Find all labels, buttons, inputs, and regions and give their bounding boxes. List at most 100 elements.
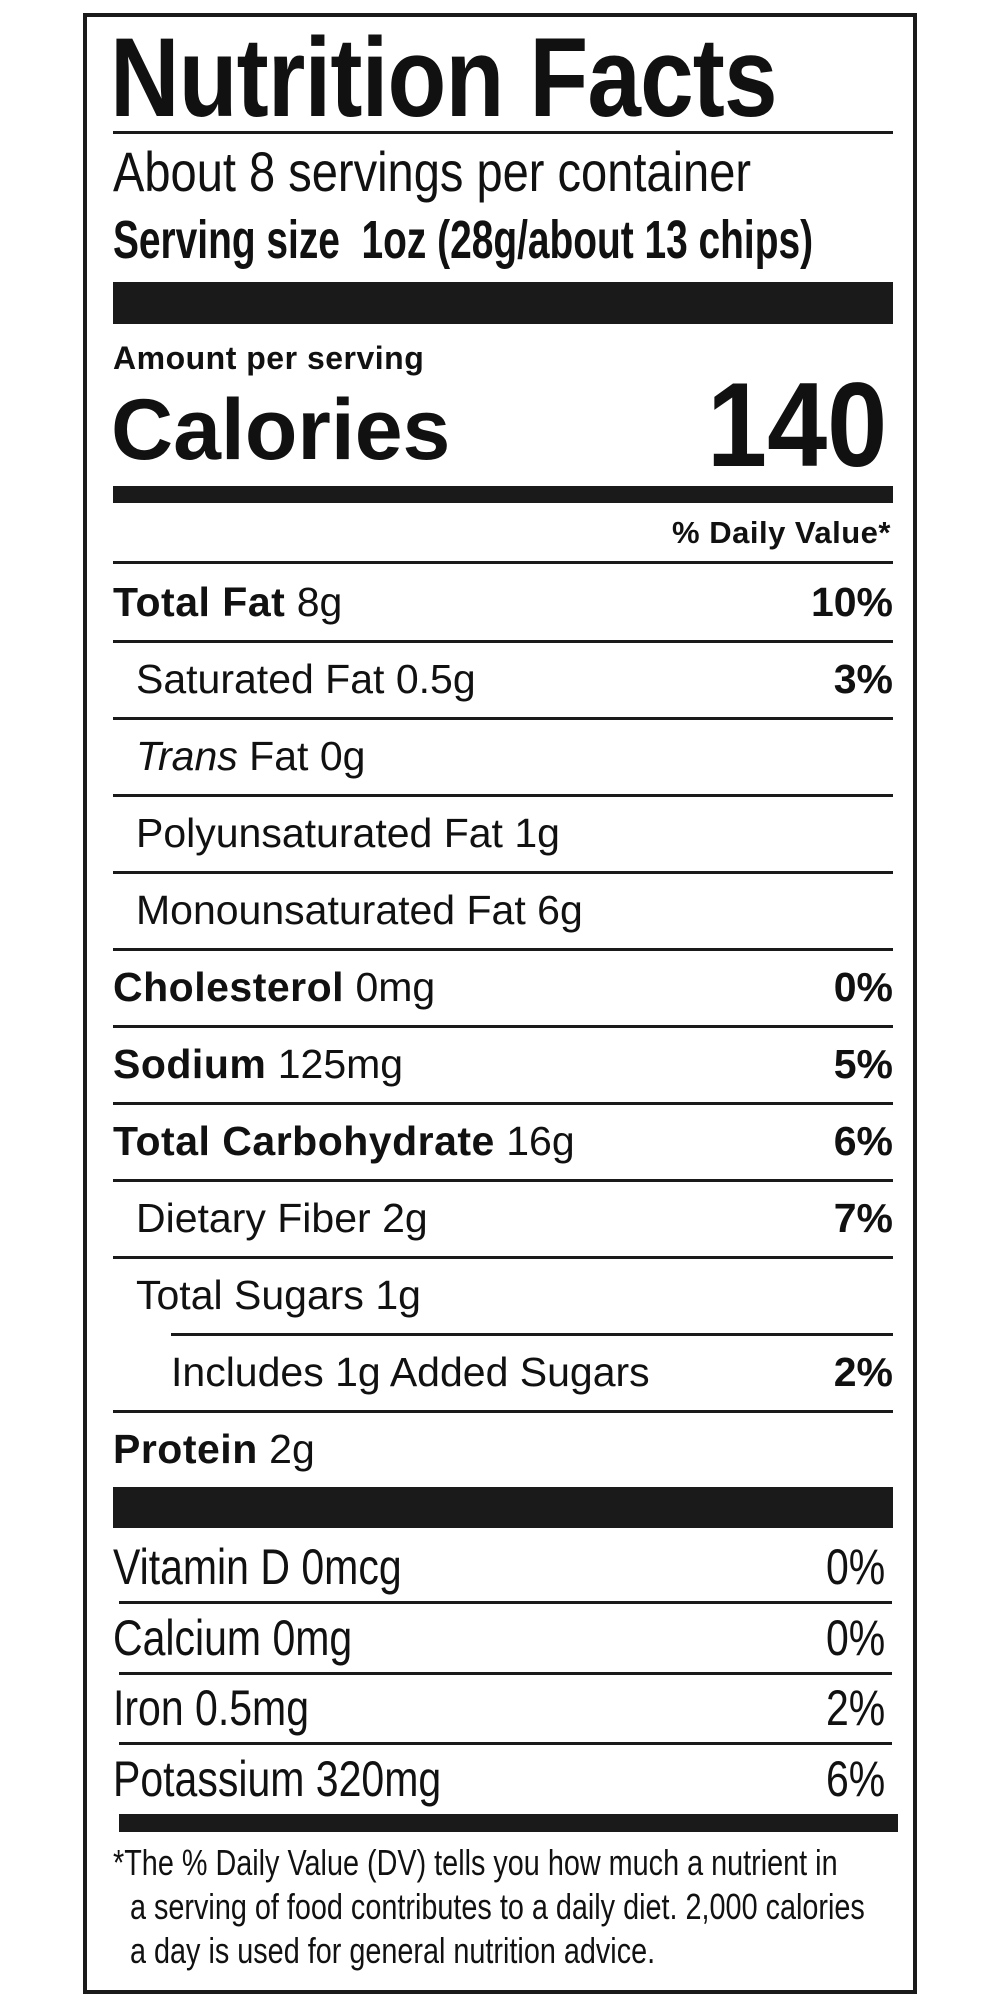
label-title: Nutrition Facts xyxy=(110,22,885,134)
divider xyxy=(171,1333,893,1336)
nutrient-daily-value: 5% xyxy=(833,1041,893,1087)
divider xyxy=(113,717,893,720)
nutrient-name: Includes 1g Added Sugars xyxy=(171,1349,650,1395)
nutrient-label: Monounsaturated Fat 6g xyxy=(113,887,583,934)
thick-divider xyxy=(113,282,893,324)
vitamin-label: Potassium 320mg xyxy=(113,1750,442,1807)
divider xyxy=(113,948,893,951)
title-text: Nutrition Facts xyxy=(110,15,778,140)
footnote-line: *The % Daily Value (DV) tells you how mu… xyxy=(113,1842,838,1883)
nutrient-row: Total Sugars 1g xyxy=(113,1257,893,1334)
nutrient-label: Total Fat 8g xyxy=(113,579,342,626)
divider xyxy=(113,640,893,643)
nutrient-name: Monounsaturated Fat xyxy=(136,887,526,933)
divider xyxy=(113,1410,893,1413)
thick-divider xyxy=(113,1487,893,1528)
nutrient-name: Dietary Fiber xyxy=(136,1195,371,1241)
nutrient-label: Total Carbohydrate 16g xyxy=(113,1118,575,1165)
vitamin-row: Iron 0.5mg 2% xyxy=(113,1673,885,1743)
nutrient-daily-value: 6% xyxy=(833,1118,893,1164)
daily-value-header: % Daily Value* xyxy=(672,515,891,550)
nutrient-daily-value: 7% xyxy=(833,1195,893,1241)
nutrient-name: Total Carbohydrate xyxy=(113,1118,495,1164)
nutrient-daily-value: 3% xyxy=(833,656,893,702)
serving-size: Serving size 1oz (28g/about 13 chips) xyxy=(113,211,1000,269)
nutrient-name: Protein xyxy=(113,1426,258,1472)
nutrient-amount: 6g xyxy=(537,887,583,933)
nutrient-row: Includes 1g Added Sugars 2% xyxy=(113,1334,893,1411)
vitamin-row: Vitamin D 0mcg 0% xyxy=(113,1532,885,1602)
nutrient-row: Sodium 125mg 5% xyxy=(113,1026,893,1103)
divider xyxy=(119,1601,892,1604)
vitamin-label: Calcium 0mg xyxy=(113,1609,353,1666)
nutrient-amount: 0g xyxy=(319,733,366,779)
vitamin-daily-value: 6% xyxy=(825,1750,885,1807)
nutrient-amount: 2g xyxy=(382,1195,428,1241)
nutrient-label: Total Sugars 1g xyxy=(113,1272,421,1319)
nutrient-name: Saturated Fat xyxy=(136,656,385,702)
divider xyxy=(119,1671,892,1675)
nutrient-label: Dietary Fiber 2g xyxy=(113,1195,428,1242)
divider xyxy=(113,794,893,797)
nutrient-row: Dietary Fiber 2g 7% xyxy=(113,1180,893,1257)
nutrient-name: Trans xyxy=(136,733,238,779)
servings-per-container: About 8 servings per container xyxy=(113,143,873,201)
calories-value: 140 xyxy=(687,365,887,485)
nutrient-amount: 2g xyxy=(269,1426,315,1472)
vitamin-daily-value: 0% xyxy=(825,1609,885,1666)
serving-size-value: 1oz (28g/about 13 chips) xyxy=(361,210,814,270)
nutrient-row: Protein 2g xyxy=(113,1411,893,1488)
nutrient-amount: 0mg xyxy=(355,964,436,1010)
calories-number: 140 xyxy=(706,358,887,492)
nutrient-row: Total Carbohydrate 16g 6% xyxy=(113,1103,893,1180)
nutrient-name: Cholesterol xyxy=(113,964,345,1010)
amount-per-serving: Amount per serving xyxy=(113,340,425,376)
nutrient-daily-value: 0% xyxy=(833,964,893,1010)
footnote-line: a day is used for general nutrition advi… xyxy=(130,1930,656,1971)
vitamin-label: Iron 0.5mg xyxy=(113,1680,309,1736)
nutrient-label: Protein 2g xyxy=(113,1426,315,1473)
nutrient-amount: 125mg xyxy=(277,1041,404,1087)
nutrient-label: Sodium 125mg xyxy=(113,1041,403,1088)
medium-divider xyxy=(119,1814,898,1832)
nutrient-label: Includes 1g Added Sugars xyxy=(113,1349,650,1396)
nutrient-amount: 8g xyxy=(296,579,343,625)
nutrient-row: Saturated Fat 0.5g 3% xyxy=(113,641,893,718)
nutrient-amount: 0.5g xyxy=(395,656,476,702)
nutrient-label: Polyunsaturated Fat 1g xyxy=(113,810,560,857)
nutrient-name: Total Sugars xyxy=(136,1272,364,1318)
vitamin-daily-value: 2% xyxy=(825,1680,885,1736)
divider xyxy=(113,1025,893,1028)
divider xyxy=(113,131,893,134)
divider xyxy=(113,1256,893,1259)
nutrient-name: Sodium xyxy=(113,1041,267,1087)
nutrition-label-frame xyxy=(83,13,917,1994)
nutrient-label: Cholesterol 0mg xyxy=(113,964,435,1011)
nutrient-daily-value: 2% xyxy=(833,1349,893,1395)
nutrient-name: Total Fat xyxy=(113,579,286,625)
nutrient-label: Trans Fat 0g xyxy=(113,733,365,780)
vitamin-row: Calcium 0mg 0% xyxy=(113,1603,885,1673)
serving-size-label: Serving size xyxy=(113,210,340,270)
divider xyxy=(113,1102,893,1105)
nutrient-row: Monounsaturated Fat 6g xyxy=(113,872,893,949)
footnote-line: a serving of food contributes to a daily… xyxy=(130,1886,865,1927)
calories-label: Calories xyxy=(111,382,451,478)
nutrient-name-suffix: Fat xyxy=(249,733,309,779)
divider xyxy=(119,1742,892,1745)
divider xyxy=(113,561,893,564)
vitamin-daily-value: 0% xyxy=(825,1539,885,1595)
nutrient-row: Polyunsaturated Fat 1g xyxy=(113,795,893,872)
divider xyxy=(113,871,893,874)
nutrient-row: Cholesterol 0mg 0% xyxy=(113,949,893,1026)
nutrient-row: Trans Fat 0g xyxy=(113,718,893,795)
divider xyxy=(113,1179,893,1182)
nutrient-amount: 1g xyxy=(514,810,560,856)
nutrient-amount: 1g xyxy=(375,1272,421,1318)
nutrient-label: Saturated Fat 0.5g xyxy=(113,656,476,703)
vitamin-row: Potassium 320mg 6% xyxy=(113,1744,885,1814)
nutrient-daily-value: 10% xyxy=(810,579,893,625)
nutrient-amount: 16g xyxy=(506,1118,575,1164)
nutrient-name: Polyunsaturated Fat xyxy=(136,810,503,856)
vitamin-label: Vitamin D 0mcg xyxy=(113,1539,402,1595)
